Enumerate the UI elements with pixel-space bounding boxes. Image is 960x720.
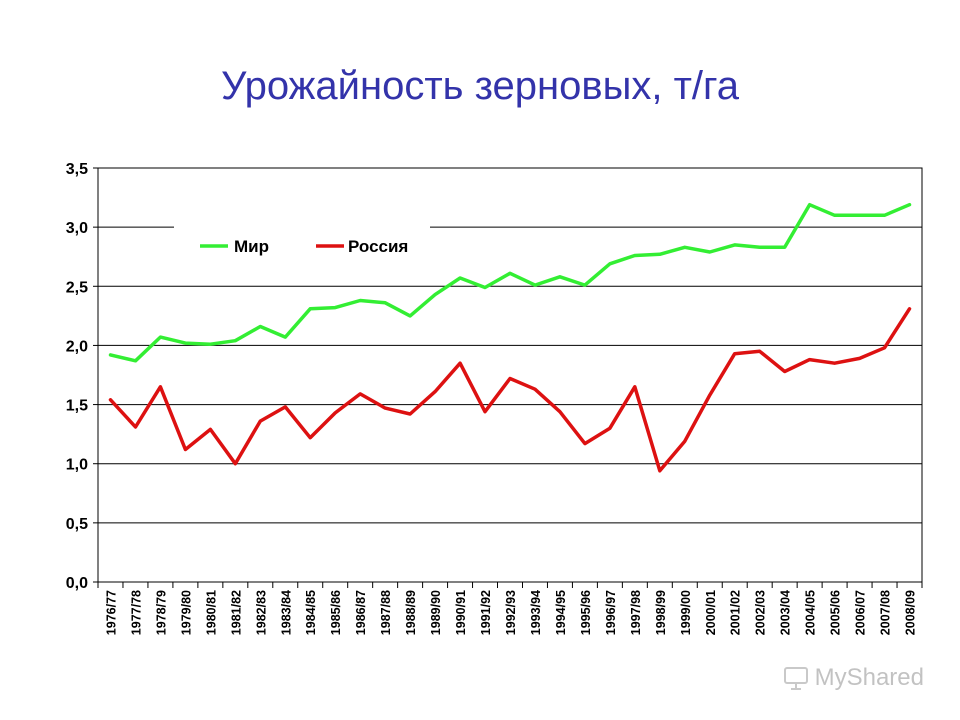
x-tick-label: 1998/99 (654, 590, 668, 635)
x-tick-label: 2004/05 (804, 590, 818, 635)
x-tick-label: 2008/09 (904, 590, 918, 635)
legend (174, 218, 430, 262)
x-tick-label: 2000/01 (704, 590, 718, 635)
x-tick-label: 1978/79 (154, 590, 168, 635)
x-tick-label: 1992/93 (504, 590, 518, 635)
y-tick-label: 0,5 (66, 516, 88, 533)
x-tick-label: 1977/78 (129, 590, 143, 635)
x-tick-label: 1984/85 (304, 590, 318, 635)
y-tick-label: 2,0 (66, 338, 88, 355)
x-tick-label: 2003/04 (779, 590, 793, 635)
legend-label: Россия (348, 237, 408, 256)
x-tick-label: 1987/88 (379, 590, 393, 635)
x-tick-label: 1979/80 (179, 590, 193, 635)
watermark: MyShared (783, 664, 924, 692)
chart-title: Урожайность зерновых, т/га (221, 64, 739, 108)
y-tick-label: 3,5 (66, 161, 88, 178)
x-tick-label: 1994/95 (554, 590, 568, 635)
x-tick-label: 1986/87 (354, 590, 368, 635)
watermark-text: MyShared (814, 664, 924, 691)
x-tick-label: 2001/02 (729, 590, 743, 635)
x-tick-label: 1990/91 (454, 590, 468, 635)
x-tick-label: 1983/84 (279, 590, 293, 635)
x-tick-label: 1988/89 (404, 590, 418, 635)
x-tick-label: 1997/98 (629, 590, 643, 635)
series-line (108, 202, 912, 363)
y-tick-label: 3,0 (66, 220, 88, 237)
x-tick-label: 1982/83 (254, 590, 268, 635)
y-tick-label: 0,0 (66, 575, 88, 592)
x-tick-label: 2002/03 (754, 590, 768, 635)
x-tick-label: 2006/07 (854, 590, 868, 635)
x-tick-label: 1993/94 (529, 590, 543, 635)
x-tick-label: 1995/96 (579, 590, 593, 635)
x-tick-label: 1989/90 (429, 590, 443, 635)
x-tick-label: 1991/92 (479, 590, 493, 635)
x-tick-label: 1999/00 (679, 590, 693, 635)
x-tick-label: 2005/06 (829, 590, 843, 635)
y-tick-label: 1,5 (66, 398, 88, 415)
x-tick-label: 1996/97 (604, 590, 618, 635)
legend-label: Мир (234, 237, 269, 256)
presentation-icon (783, 667, 808, 690)
x-tick-label: 1980/81 (204, 590, 218, 635)
x-tick-label: 1981/82 (229, 590, 243, 635)
x-tick-label: 1985/86 (329, 590, 343, 635)
x-tick-label: 2007/08 (879, 590, 893, 635)
y-tick-label: 1,0 (66, 457, 88, 474)
series-line (108, 307, 912, 473)
x-tick-label: 1976/77 (104, 590, 118, 635)
y-tick-label: 2,5 (66, 279, 88, 296)
plot-area (97, 167, 923, 583)
